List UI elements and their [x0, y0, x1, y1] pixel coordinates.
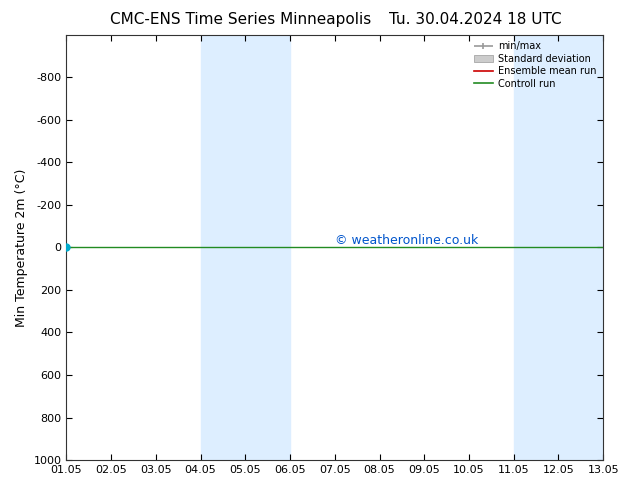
Bar	[514, 35, 603, 460]
Text: Tu. 30.04.2024 18 UTC: Tu. 30.04.2024 18 UTC	[389, 12, 562, 27]
Legend: min/max, Standard deviation, Ensemble mean run, Controll run: min/max, Standard deviation, Ensemble me…	[472, 40, 598, 91]
Bar	[200, 35, 290, 460]
Text: CMC-ENS Time Series Minneapolis: CMC-ENS Time Series Minneapolis	[110, 12, 372, 27]
Y-axis label: Min Temperature 2m (°C): Min Temperature 2m (°C)	[15, 168, 28, 326]
Text: © weatheronline.co.uk: © weatheronline.co.uk	[335, 234, 478, 247]
